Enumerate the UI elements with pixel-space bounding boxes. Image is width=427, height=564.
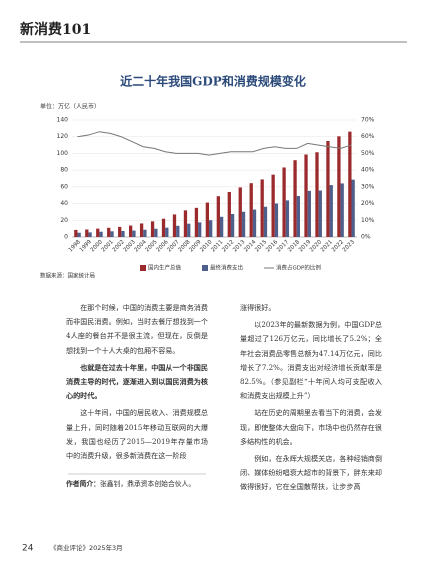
bar bbox=[252, 209, 257, 237]
x-tick-label: 2023 bbox=[342, 239, 356, 253]
y2-tick-label: 10% bbox=[361, 217, 375, 224]
paragraph: 以2023年的最新数据为例，中国GDP总量超过了126万亿元，同比增长了5.2%… bbox=[240, 320, 382, 401]
bar bbox=[96, 228, 100, 237]
author-label: 作者简介： bbox=[66, 480, 100, 488]
paragraph: 这十年间，中国的居民收入、消费规模总量上升，同时随着2015年移动互联网的大爆发… bbox=[66, 408, 208, 461]
y2-tick-label: 60% bbox=[361, 133, 375, 140]
header-title: 新消费101 bbox=[20, 21, 91, 38]
bar bbox=[282, 167, 286, 237]
bar bbox=[161, 218, 166, 237]
bar bbox=[293, 160, 297, 237]
paragraph: 也就是在过去十年里，中国从一个非国民消费主导的时代，逐渐进入到以国民消费为核心的… bbox=[66, 362, 208, 401]
bar bbox=[139, 223, 144, 237]
bar bbox=[176, 225, 180, 237]
y2-tick-label: 0% bbox=[361, 234, 371, 241]
bar bbox=[216, 196, 220, 237]
journal: 《商业评论》2025年3月 bbox=[50, 543, 123, 552]
bar bbox=[209, 220, 213, 237]
y-tick-label: 80 bbox=[60, 167, 68, 174]
y-tick-label: 140 bbox=[57, 117, 69, 124]
bar bbox=[183, 210, 188, 237]
bar bbox=[129, 225, 133, 237]
bar bbox=[249, 183, 253, 237]
page-number: 24 bbox=[22, 544, 34, 554]
bar bbox=[88, 232, 92, 237]
bar bbox=[318, 190, 322, 237]
bar bbox=[307, 190, 311, 237]
bar bbox=[187, 223, 191, 237]
chart-title: 近二十年我国GDP和消费规模变化 bbox=[120, 74, 306, 89]
bar bbox=[337, 136, 341, 237]
bar bbox=[198, 222, 202, 237]
author-note: 作者简介：张鑫钊，鼎承资本创始合伙人。 bbox=[66, 477, 208, 491]
paragraph: 例如，在永辉大规模关店，各种经销商倒闭、媒体纷纷唱衰大超市的背景下，胖东来却做得… bbox=[240, 454, 382, 492]
bar bbox=[315, 152, 319, 237]
bar bbox=[110, 231, 114, 237]
bar bbox=[118, 226, 122, 237]
legend-label: 最终消费支出 bbox=[210, 264, 243, 272]
right-column: 涨得很好。 以2023年的最新数据为例，中国GDP总量超过了126万亿元，同比增… bbox=[240, 301, 382, 495]
bar bbox=[230, 214, 235, 237]
bar bbox=[263, 206, 268, 237]
bar bbox=[285, 200, 290, 237]
bar bbox=[194, 207, 199, 237]
bar bbox=[329, 185, 333, 237]
legend-swatch bbox=[202, 265, 208, 271]
bar bbox=[296, 195, 300, 237]
bar bbox=[132, 230, 136, 237]
bar bbox=[227, 191, 231, 237]
y2-tick-label: 20% bbox=[361, 200, 375, 207]
bar bbox=[348, 131, 352, 237]
bar bbox=[260, 179, 264, 237]
bar bbox=[238, 187, 242, 237]
legend-label: 消费占GDP的比例 bbox=[276, 264, 321, 272]
y-tick-label: 0 bbox=[64, 234, 68, 241]
bar bbox=[340, 183, 344, 237]
left-column: 在那个时候，中国的消费主要是商务消费而非国民消费。例如，当时去餐厅想找到一个4人… bbox=[66, 301, 208, 463]
y-tick-label: 60 bbox=[60, 183, 68, 190]
y-tick-label: 40 bbox=[60, 200, 68, 207]
bar bbox=[121, 230, 125, 237]
y2-tick-label: 50% bbox=[361, 150, 375, 157]
y2-tick-label: 40% bbox=[361, 167, 375, 174]
legend-label: 国内生产总值 bbox=[148, 264, 182, 272]
paragraph: 站在历史的周期里去看当下的消费，会发现，即使整体大盘向下，市场中也仍然存在很多结… bbox=[240, 408, 382, 446]
y-tick-label: 120 bbox=[57, 133, 69, 140]
y2-tick-label: 30% bbox=[361, 183, 375, 190]
author: 张鑫钊，鼎承资本创始合伙人。 bbox=[99, 480, 196, 488]
y-axis-label: 单位：万亿（人民币） bbox=[40, 103, 100, 111]
bar bbox=[143, 229, 147, 237]
source: 数据来源：国家统计局 bbox=[40, 272, 95, 280]
bar bbox=[150, 221, 155, 237]
y-tick-label: 20 bbox=[60, 217, 68, 224]
paragraph: 涨得很好。 bbox=[240, 303, 276, 312]
bar bbox=[326, 140, 330, 237]
bar bbox=[74, 229, 78, 237]
paragraph: 在那个时候，中国的消费主要是商务消费而非国民消费。例如，当时去餐厅想找到一个4人… bbox=[66, 303, 208, 355]
y-tick-label: 100 bbox=[57, 150, 69, 157]
bar bbox=[304, 154, 308, 237]
bar bbox=[241, 211, 246, 237]
bar bbox=[165, 227, 169, 237]
bar bbox=[271, 174, 275, 237]
y2-tick-label: 70% bbox=[361, 117, 375, 124]
bar bbox=[205, 202, 210, 237]
bar bbox=[99, 231, 103, 237]
bar bbox=[351, 179, 355, 237]
bar bbox=[107, 227, 111, 237]
bar bbox=[219, 216, 224, 237]
bar bbox=[154, 228, 158, 237]
bar bbox=[172, 214, 177, 237]
legend-swatch bbox=[140, 265, 146, 271]
bar bbox=[85, 229, 89, 237]
bar bbox=[77, 232, 81, 237]
ratio-line bbox=[77, 131, 352, 156]
bar bbox=[274, 203, 279, 237]
